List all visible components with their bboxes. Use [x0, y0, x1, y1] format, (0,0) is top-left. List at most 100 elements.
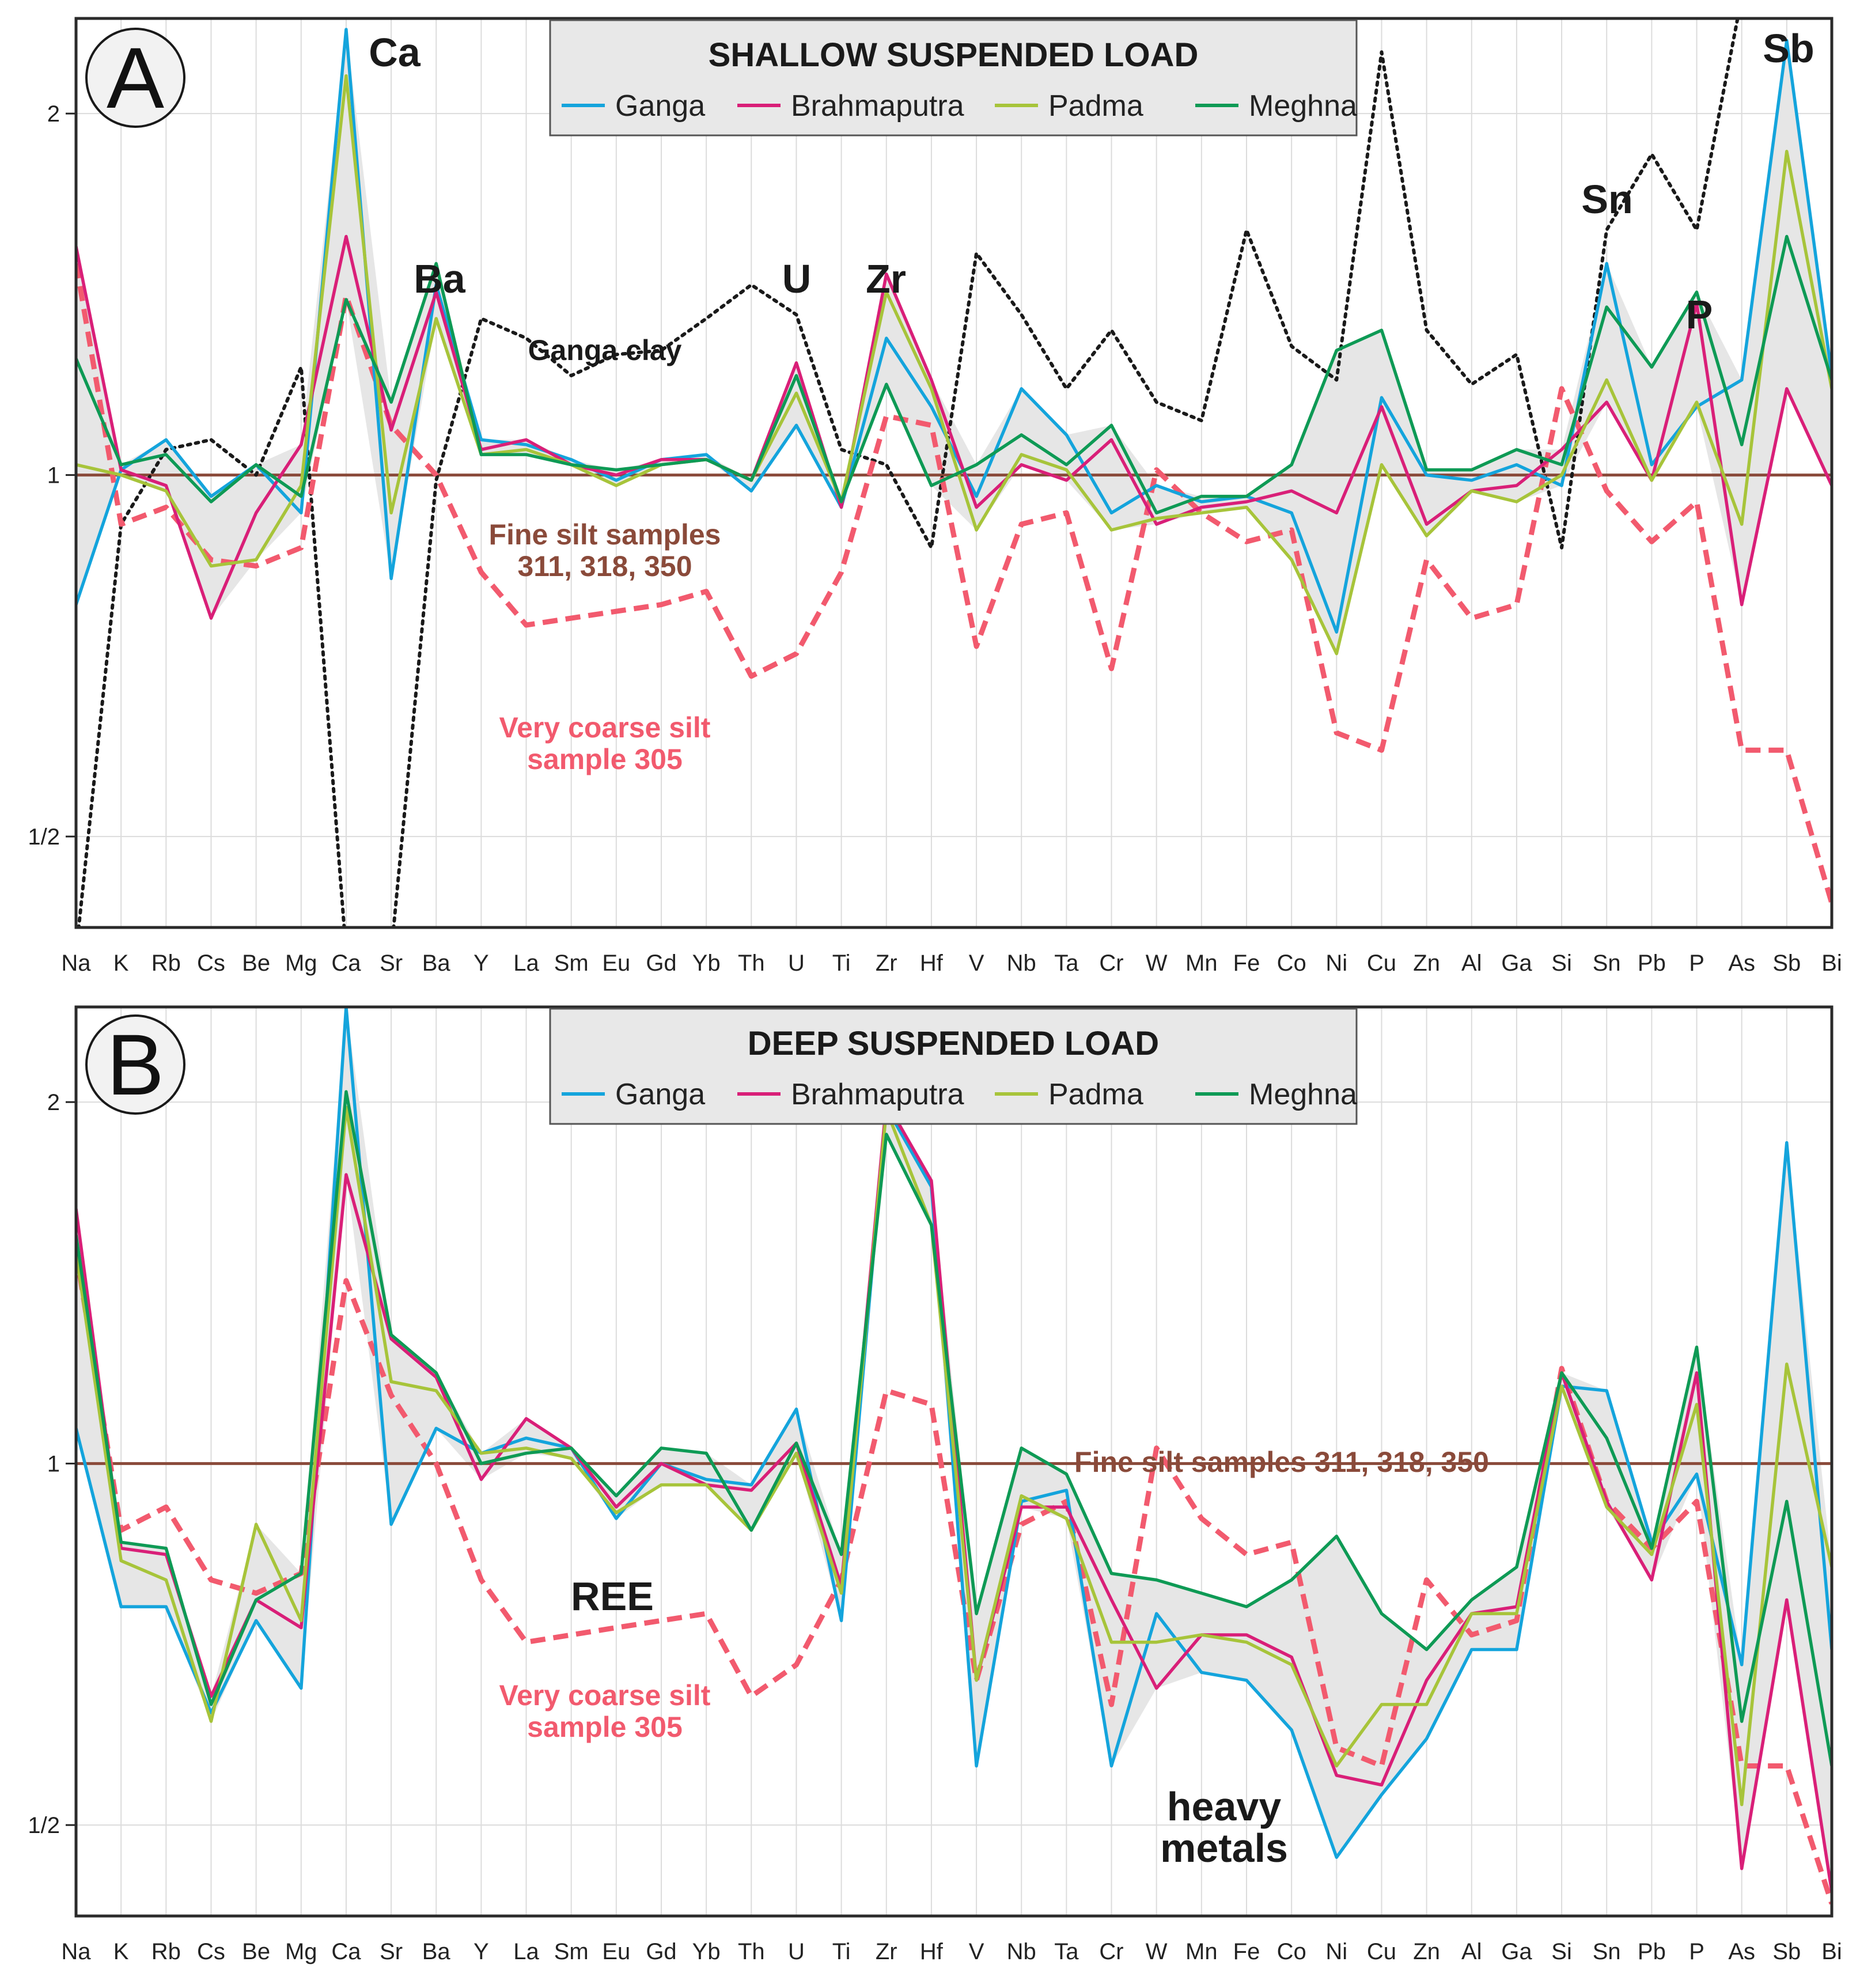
- annotation-coarse-silt-line2: sample 305: [527, 1711, 683, 1743]
- panel-b-legend: Ganga Brahmaputra Padma Meghna: [562, 1078, 1357, 1111]
- x-tick-label-ti: Ti: [832, 1939, 851, 1964]
- panel-a-reference-label-line2: 311, 318, 350: [517, 550, 692, 582]
- x-tick-label-ca: Ca: [331, 1939, 361, 1964]
- x-tick-label-sn: Sn: [1593, 1939, 1621, 1964]
- x-tick-label-zr: Zr: [876, 951, 897, 976]
- x-tick-label-cs: Cs: [197, 1939, 225, 1964]
- x-tick-label-pb: Pb: [1638, 1939, 1666, 1964]
- x-tick-label-v: V: [969, 1939, 984, 1964]
- panel-b: Na K Rb Cs Be Mg Ca Sr Ba Y La Sm Eu Gd Yb Th U Ti Zr Hf V Nb…: [28, 1005, 1842, 1964]
- annotation-ganga-clay: Ganga clay: [528, 334, 682, 366]
- x-tick-label-na: Na: [61, 1939, 91, 1964]
- legend-label-ganga: Ganga: [615, 1078, 705, 1111]
- x-tick-label-ga: Ga: [1501, 1939, 1532, 1964]
- x-tick-label-cs: Cs: [197, 951, 225, 976]
- series-line-very-coarse-silt-sample-305: [76, 1251, 1832, 1905]
- x-tick-label-be: Be: [242, 1939, 270, 1964]
- x-tick-label-fe: Fe: [1233, 951, 1260, 976]
- x-tick-label-mg: Mg: [285, 1939, 317, 1964]
- x-tick-label-y: Y: [473, 1939, 489, 1964]
- x-tick-label-yb: Yb: [692, 951, 721, 976]
- series-line-padma: [76, 1105, 1832, 1807]
- x-tick-label-eu: Eu: [602, 951, 630, 976]
- x-tick-label-la: La: [513, 951, 539, 976]
- y-tick-label: 2: [47, 101, 60, 127]
- annotation-sn: Sn: [1581, 177, 1632, 222]
- x-tick-label-u: U: [788, 1939, 805, 1964]
- y-tick-label: 1: [47, 463, 60, 489]
- series-line-brahmaputra: [76, 234, 1832, 620]
- panel-a-x-tick-labels: Na K Rb Cs Be Mg Ca Sr Ba Y La Sm Eu Gd Yb Th U Ti Zr Hf V Nb…: [61, 951, 1842, 976]
- x-tick-label-th: Th: [738, 951, 765, 976]
- panel-b-y-tick-labels: 1/2 1 2: [28, 1090, 60, 1838]
- x-tick-label-cu: Cu: [1367, 1939, 1396, 1964]
- legend-label-brahmaputra: Brahmaputra: [791, 89, 964, 123]
- x-tick-label-ga: Ga: [1501, 951, 1532, 976]
- x-tick-label-bi: Bi: [1821, 951, 1842, 976]
- legend-label-meghna: Meghna: [1249, 89, 1357, 123]
- x-tick-label-gd: Gd: [646, 1939, 676, 1964]
- panel-b-letter-badge: [85, 1014, 185, 1115]
- legend-label-meghna: Meghna: [1249, 1078, 1357, 1111]
- x-tick-label-p: P: [1689, 1939, 1704, 1964]
- annotation-coarse-silt-line1: Very coarse silt: [499, 711, 711, 744]
- x-tick-label-y: Y: [473, 951, 489, 976]
- x-tick-label-co: Co: [1277, 951, 1306, 976]
- x-tick-label-nb: Nb: [1007, 1939, 1036, 1964]
- x-tick-label-rb: Rb: [151, 1939, 181, 1964]
- x-tick-label-hf: Hf: [920, 951, 944, 976]
- x-tick-label-sr: Sr: [380, 1939, 403, 1964]
- x-tick-label-be: Be: [242, 951, 270, 976]
- panel-a-legend-box: [549, 19, 1358, 137]
- panel-b-legend-box: [549, 1008, 1358, 1125]
- annotation-ca: Ca: [369, 30, 421, 75]
- series-line-ganga-clay: [77, 18, 1832, 927]
- x-tick-label-cr: Cr: [1099, 1939, 1123, 1964]
- x-tick-label-co: Co: [1277, 1939, 1306, 1964]
- panel-b-letter: B: [107, 1016, 164, 1113]
- x-tick-label-ba: Ba: [422, 951, 451, 976]
- panel-a-title: SHALLOW SUSPENDED LOAD: [709, 36, 1199, 74]
- x-tick-label-ti: Ti: [832, 951, 851, 976]
- legend-label-ganga: Ganga: [615, 89, 705, 123]
- series-line-very-coarse-silt-sample-305: [76, 263, 1832, 904]
- panel-b-grid: [66, 1007, 1832, 1916]
- x-tick-label-al: Al: [1461, 951, 1482, 976]
- x-tick-label-k: K: [113, 951, 129, 976]
- x-tick-label-si: Si: [1551, 1939, 1572, 1964]
- x-tick-label-ni: Ni: [1325, 1939, 1347, 1964]
- x-tick-label-cr: Cr: [1099, 951, 1123, 976]
- annotation-ree: REE: [571, 1574, 654, 1619]
- x-tick-label-gd: Gd: [646, 951, 676, 976]
- x-tick-label-p: P: [1689, 951, 1704, 976]
- legend-label-padma: Padma: [1048, 1078, 1143, 1111]
- x-tick-label-w: W: [1146, 1939, 1168, 1964]
- x-tick-label-rb: Rb: [151, 951, 181, 976]
- y-tick-label: 1/2: [28, 1813, 60, 1838]
- series-line-meghna: [76, 1090, 1832, 1766]
- y-tick-label: 1: [47, 1452, 60, 1477]
- y-tick-label: 1/2: [28, 824, 60, 850]
- annotation-p: P: [1686, 292, 1713, 337]
- x-tick-label-ni: Ni: [1325, 951, 1347, 976]
- annotation-heavy-metals-line1: heavy: [1167, 1784, 1282, 1829]
- x-tick-label-u: U: [788, 951, 805, 976]
- x-tick-label-sb: Sb: [1772, 1939, 1801, 1964]
- x-tick-label-si: Si: [1551, 951, 1572, 976]
- x-tick-label-ta: Ta: [1054, 951, 1079, 976]
- x-tick-label-la: La: [513, 1939, 539, 1964]
- x-tick-label-ba: Ba: [422, 1939, 451, 1964]
- x-tick-label-mn: Mn: [1185, 1939, 1218, 1964]
- x-tick-label-ca: Ca: [331, 951, 361, 976]
- x-tick-label-sr: Sr: [380, 951, 403, 976]
- panel-a: Na K Rb Cs Be Mg Ca Sr Ba Y La Sm Eu Gd Yb Th U Ti Zr Hf V Nb…: [28, 17, 1842, 976]
- panel-a-legend: Ganga Brahmaputra Padma Meghna: [562, 89, 1357, 123]
- x-tick-label-w: W: [1146, 951, 1168, 976]
- series-line-ganga: [76, 1007, 1832, 1859]
- panel-b-title: DEEP SUSPENDED LOAD: [748, 1025, 1159, 1062]
- panel-a-letter-badge: [85, 28, 185, 128]
- panel-a-frame: [74, 17, 1834, 929]
- legend-label-brahmaputra: Brahmaputra: [791, 1078, 964, 1111]
- x-tick-label-hf: Hf: [920, 1939, 944, 1964]
